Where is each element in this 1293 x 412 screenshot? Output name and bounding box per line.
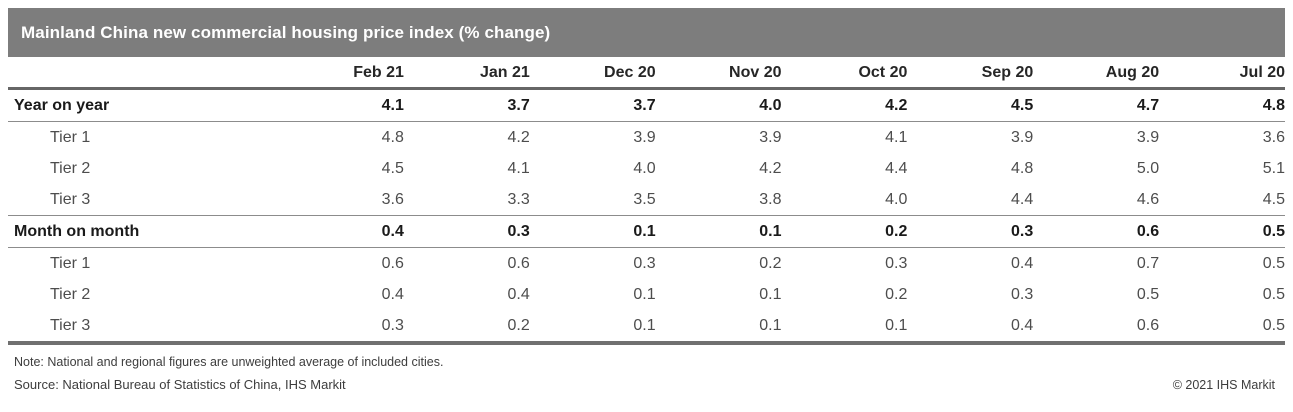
source-row: Source: National Bureau of Statistics of… [14,377,1283,392]
price-index-table: Feb 21 Jan 21 Dec 20 Nov 20 Oct 20 Sep 2… [8,58,1285,345]
cell: 0.1 [633,286,656,303]
cell: 3.3 [507,191,530,208]
title-bar: Mainland China new commercial housing pr… [8,8,1285,57]
cell: 5.0 [1136,160,1160,177]
cell: 4.1 [278,88,404,122]
cell: 3.7 [529,88,656,122]
cell: 0.2 [403,310,530,345]
cell: 0.4 [1011,255,1034,272]
column-header-row: Feb 21 Jan 21 Dec 20 Nov 20 Oct 20 Sep 2… [8,58,1285,90]
cell: 0.2 [781,215,908,248]
row-label: Month on month [8,215,278,248]
cell: 3.9 [633,129,656,146]
cell: 4.5 [1262,191,1285,208]
column-header: Nov 20 [655,58,782,90]
table-row-yoy-tier-1: Tier 1 4.8 4.2 3.9 3.9 4.1 3.9 3.9 3.6 [8,122,1285,154]
row-label: Year on year [8,88,278,122]
table-row-yoy-tier-2: Tier 2 4.5 4.1 4.0 4.2 4.4 4.8 5.0 5.1 [8,153,1285,184]
cell: 4.4 [885,160,908,177]
cell: 0.3 [885,255,908,272]
cell: 0.3 [633,255,656,272]
note-text: Note: National and regional figures are … [14,355,444,369]
cell: 3.9 [1011,129,1034,146]
cell: 0.4 [907,310,1034,345]
column-header: Feb 21 [278,58,404,90]
cell: 4.7 [1033,88,1160,122]
cell: 3.8 [759,191,782,208]
column-header: Jul 20 [1159,58,1285,90]
cell: 4.1 [507,160,530,177]
cell: 0.2 [759,255,782,272]
cell: 0.3 [1011,286,1034,303]
cell: 3.6 [1262,129,1285,146]
cell: 0.4 [278,215,404,248]
cell: 0.3 [403,215,530,248]
cell: 0.1 [759,286,782,303]
cell: 0.2 [885,286,908,303]
figure-title: Mainland China new commercial housing pr… [21,22,551,42]
table-row-yoy-tier-3: Tier 3 3.6 3.3 3.5 3.8 4.0 4.4 4.6 4.5 [8,184,1285,216]
column-header: Jan 21 [403,58,530,90]
cell: 0.5 [1262,286,1285,303]
cell: 4.5 [381,160,404,177]
cell: 0.5 [1136,286,1160,303]
cell: 0.5 [1262,255,1285,272]
column-header: Dec 20 [529,58,656,90]
cell: 0.4 [381,286,404,303]
cell: 0.1 [781,310,908,345]
cell: 4.6 [1136,191,1160,208]
cell: 0.3 [907,215,1034,248]
cell: 0.1 [529,215,656,248]
column-header: Oct 20 [781,58,908,90]
cell: 0.6 [381,255,404,272]
cell: 3.9 [759,129,782,146]
table-row-mom-tier-3: Tier 3 0.3 0.2 0.1 0.1 0.1 0.4 0.6 0.5 [8,310,1285,345]
cell: 4.2 [759,160,782,177]
row-label: Tier 3 [8,310,278,345]
figure-footer: Note: National and regional figures are … [8,355,1285,392]
cell: 4.8 [1159,88,1285,122]
cell: 4.0 [885,191,908,208]
cell: 0.7 [1136,255,1160,272]
cell: 0.1 [529,310,656,345]
cell: 4.8 [1011,160,1034,177]
cell: 0.6 [1033,215,1160,248]
cell: 4.5 [907,88,1034,122]
row-label: Tier 3 [50,191,91,208]
cell: 4.2 [507,129,530,146]
cell: 4.0 [655,88,782,122]
cell: 0.5 [1159,215,1285,248]
cell: 4.0 [633,160,656,177]
cell: 4.4 [1011,191,1034,208]
table-row-month-on-month: Month on month 0.4 0.3 0.1 0.1 0.2 0.3 0… [8,215,1285,248]
cell: 0.5 [1159,310,1285,345]
row-label: Tier 1 [50,129,91,146]
row-label-header [8,58,278,90]
cell: 0.6 [507,255,530,272]
cell: 3.6 [381,191,404,208]
cell: 4.1 [885,129,908,146]
cell: 0.1 [655,310,782,345]
row-label: Tier 2 [50,286,91,303]
cell: 5.1 [1262,160,1285,177]
copyright-text: © 2021 IHS Markit [1172,378,1275,392]
column-header: Sep 20 [907,58,1034,90]
cell: 3.7 [403,88,530,122]
cell: 0.3 [278,310,404,345]
cell: 3.5 [633,191,656,208]
table-figure: Mainland China new commercial housing pr… [8,8,1285,392]
table-row-mom-tier-1: Tier 1 0.6 0.6 0.3 0.2 0.3 0.4 0.7 0.5 [8,248,1285,280]
cell: 4.2 [781,88,908,122]
row-label: Tier 1 [50,255,91,272]
cell: 0.1 [655,215,782,248]
table-row-year-on-year: Year on year 4.1 3.7 3.7 4.0 4.2 4.5 4.7… [8,88,1285,122]
column-header: Aug 20 [1033,58,1160,90]
table-row-mom-tier-2: Tier 2 0.4 0.4 0.1 0.1 0.2 0.3 0.5 0.5 [8,279,1285,310]
cell: 0.4 [507,286,530,303]
cell: 0.6 [1033,310,1160,345]
cell: 3.9 [1136,129,1160,146]
source-text: Source: National Bureau of Statistics of… [14,377,346,392]
cell: 4.8 [381,129,404,146]
row-label: Tier 2 [50,160,91,177]
